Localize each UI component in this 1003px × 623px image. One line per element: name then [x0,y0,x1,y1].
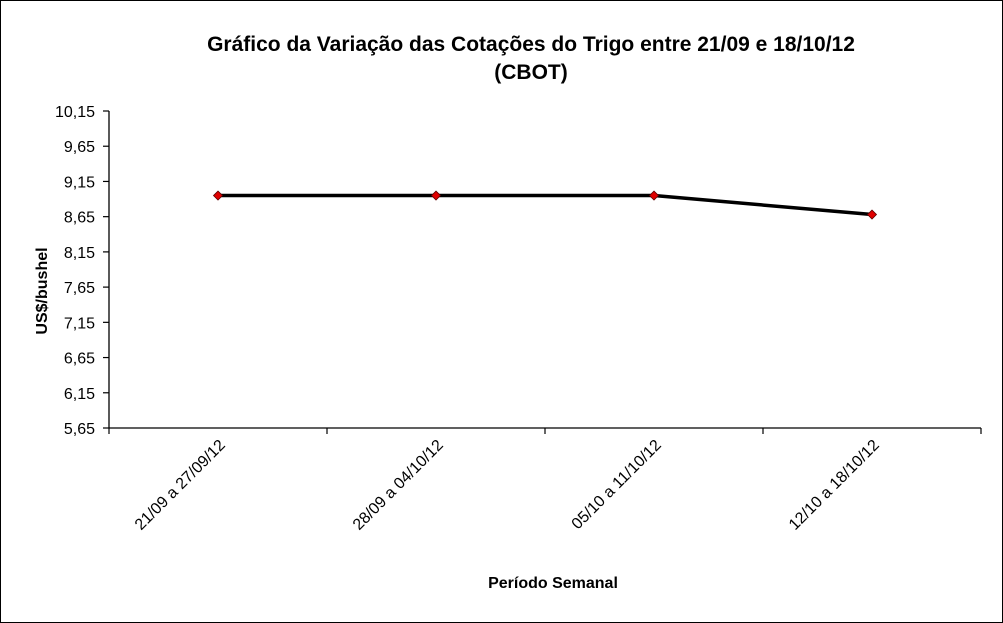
x-axis-title: Período Semanal [488,575,618,592]
y-axis-title: US$/bushel [34,247,51,334]
y-tick-label: 5,65 [64,421,95,438]
x-axis-ticks: 21/09 a 27/09/12 28/09 a 04/10/12 05/10 a … [108,428,982,534]
y-tick-label: 9,15 [64,174,95,191]
chart-title: Gráfico da Variação das Cotações do Trig… [207,33,855,84]
y-tick-label: 9,65 [64,139,95,156]
data-point-marker [212,190,224,201]
y-axis-ticks: 5,65 6,15 6,65 7,15 7,65 8,15 8,65 9,15 9,65 10,1… [55,104,109,438]
chart-title-line-2: (CBOT) [494,61,567,84]
series [212,190,878,220]
y-tick-label: 10,15 [55,104,95,121]
x-tick-label: 21/09 a 27/09/12 [132,437,229,534]
y-tick-label: 6,15 [64,386,95,403]
x-tick-label: 05/10 a 11/10/12 [569,437,665,533]
y-tick-label: 8,15 [64,245,95,262]
chart-title-line-1: Gráfico da Variação das Cotações do Trig… [207,33,855,56]
x-tick-label: 12/10 a 18/10/12 [786,437,883,534]
axes [108,111,981,429]
data-point-marker [648,190,660,201]
series-line [218,193,873,217]
y-tick-label: 7,65 [64,280,95,297]
data-point-marker [430,190,442,201]
y-tick-label: 8,65 [64,210,95,227]
x-tick-label: 28/09 a 04/10/12 [350,437,447,534]
data-point-marker [866,209,878,220]
y-tick-label: 6,65 [64,351,95,368]
y-tick-label: 7,15 [64,315,95,332]
